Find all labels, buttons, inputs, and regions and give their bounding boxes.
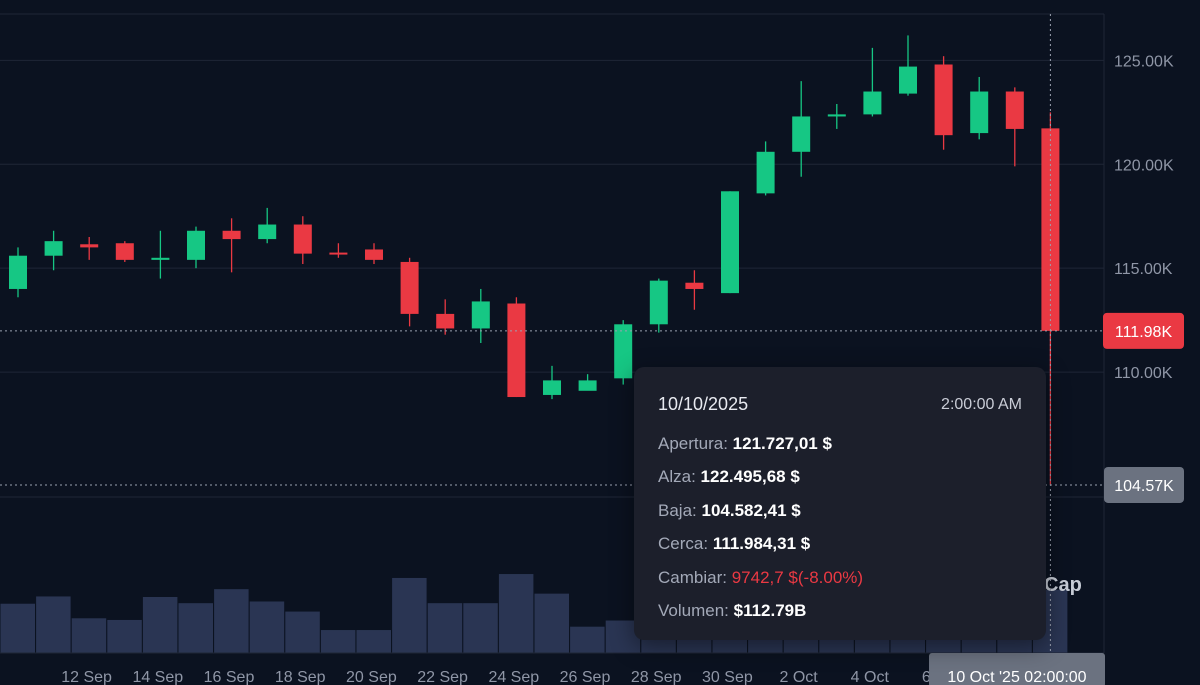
- volume-bar: [427, 603, 463, 653]
- time-tick-label: 22 Sep: [417, 669, 468, 685]
- candle-body[interactable]: [507, 303, 526, 398]
- crosshair-overlay: Cap 111.98K 104.57K 10 Oct '25 02:00:00: [0, 14, 1184, 685]
- time-tick-label: 4 Oct: [851, 669, 890, 685]
- tooltip-change-value: 9742,7 $(-8.00%): [731, 567, 864, 587]
- volume-bar: [71, 618, 107, 653]
- time-tick-label: 24 Sep: [488, 669, 539, 685]
- tooltip-low-value: 104.582,41 $: [701, 500, 801, 520]
- crosshair-time-label: 10 Oct '25 02:00:00: [947, 669, 1086, 685]
- tooltip-high-label: Alza:: [658, 467, 696, 487]
- candle-body[interactable]: [792, 116, 811, 152]
- candle-body[interactable]: [258, 224, 277, 240]
- candle-body[interactable]: [1005, 91, 1024, 129]
- candle-body[interactable]: [400, 261, 419, 314]
- candle-body[interactable]: [970, 91, 989, 134]
- tooltip-open-row: Apertura: 121.727,01 $: [658, 427, 1022, 460]
- candle-body[interactable]: [756, 151, 775, 194]
- tooltip-change-label: Cambiar:: [658, 567, 727, 587]
- candle-body[interactable]: [685, 282, 704, 289]
- tooltip-low-row: Baja: 104.582,41 $: [658, 494, 1022, 527]
- time-tick-label: 14 Sep: [132, 669, 183, 685]
- candle-body[interactable]: [187, 230, 205, 260]
- time-tick-label: 12 Sep: [61, 669, 112, 685]
- candle-body[interactable]: [543, 380, 561, 395]
- tooltip-date: 10/10/2025: [658, 394, 749, 414]
- tooltip-high-row: Alza: 122.495,68 $: [658, 460, 1022, 493]
- last-price-badge: [1103, 312, 1184, 349]
- volume-bar: [534, 593, 569, 653]
- tooltip-volume-label: Volumen:: [658, 600, 729, 620]
- candle-body[interactable]: [614, 324, 633, 379]
- volume-bar: [392, 577, 427, 653]
- tooltip-volume-row: Volumen: $112.79B: [658, 594, 1022, 627]
- crosshair-price-label: 104.57K: [1114, 478, 1174, 495]
- candle-body[interactable]: [436, 313, 455, 329]
- volume-bar: [320, 630, 356, 653]
- volume-bar: [0, 603, 35, 653]
- tooltip-change-row: Cambiar: 9742,7 $(-8.00%): [658, 561, 1022, 594]
- price-tick-label: 125.00K: [1114, 53, 1174, 70]
- candle-body[interactable]: [44, 241, 63, 256]
- price-tick-label: 115.00K: [1114, 261, 1173, 278]
- volume-bar: [107, 619, 142, 653]
- candle-body[interactable]: [80, 244, 99, 248]
- time-tick-label: 28 Sep: [631, 669, 682, 685]
- time-tick-label: 16 Sep: [204, 669, 255, 685]
- candle-body[interactable]: [649, 280, 668, 325]
- crosshair-time-badge: [929, 653, 1105, 685]
- candle-body[interactable]: [471, 301, 490, 329]
- tooltip-close-label: Cerca:: [658, 534, 709, 554]
- volume-bar: [285, 611, 320, 653]
- tooltip-close-value: 111.984,31 $: [712, 534, 811, 554]
- volume-bar: [249, 601, 285, 653]
- candle-body[interactable]: [578, 380, 597, 391]
- volume-bar: [463, 603, 498, 653]
- candle-body[interactable]: [863, 91, 882, 115]
- candle-body[interactable]: [222, 230, 241, 240]
- tooltip-open-label: Apertura:: [658, 434, 728, 453]
- candle-body[interactable]: [899, 66, 917, 94]
- volume-bar: [178, 603, 213, 653]
- tooltip-high-value: 122.495,68 $: [700, 467, 800, 487]
- volume-bar: [356, 630, 391, 653]
- volume-bar: [498, 574, 534, 653]
- time-tick-label: 30 Sep: [702, 669, 753, 685]
- candle-body[interactable]: [293, 224, 312, 254]
- price-tick-label: 110.00K: [1114, 365, 1173, 382]
- tooltip-close-row: Cerca: 111.984,31 $: [658, 527, 1022, 560]
- volume-bar: [36, 596, 71, 653]
- candles: [9, 35, 1060, 485]
- ohlc-tooltip: 10/10/2025 2:00:00 AM Apertura: 121.727,…: [634, 367, 1046, 640]
- candle-body[interactable]: [827, 114, 846, 117]
- last-price-label: 111.98K: [1115, 324, 1173, 341]
- candle-body[interactable]: [151, 257, 170, 260]
- candle-body[interactable]: [9, 255, 27, 289]
- tooltip-open-value: 121.727,01 $: [732, 434, 832, 453]
- price-tick-label: 120.00K: [1114, 157, 1174, 174]
- tooltip-time: 2:00:00 AM: [941, 395, 1022, 413]
- volume-bar: [142, 597, 178, 653]
- time-tick-label: 18 Sep: [275, 669, 326, 685]
- tooltip-low-label: Baja:: [658, 500, 697, 520]
- watermark-text: Cap: [1044, 574, 1082, 596]
- tooltip-volume-value: $112.79B: [733, 600, 807, 620]
- volume-bar: [570, 626, 605, 653]
- candle-body[interactable]: [934, 64, 953, 136]
- candle-body[interactable]: [365, 249, 383, 260]
- volume-bar: [214, 589, 249, 653]
- crosshair-price-badge: [1104, 466, 1184, 503]
- time-tick-label: 20 Sep: [346, 669, 397, 685]
- time-tick-label: 2 Oct: [779, 669, 818, 685]
- candle-body[interactable]: [115, 243, 134, 260]
- candle-body[interactable]: [721, 191, 739, 294]
- candle-body[interactable]: [329, 252, 348, 255]
- time-tick-label: 26 Sep: [560, 669, 611, 685]
